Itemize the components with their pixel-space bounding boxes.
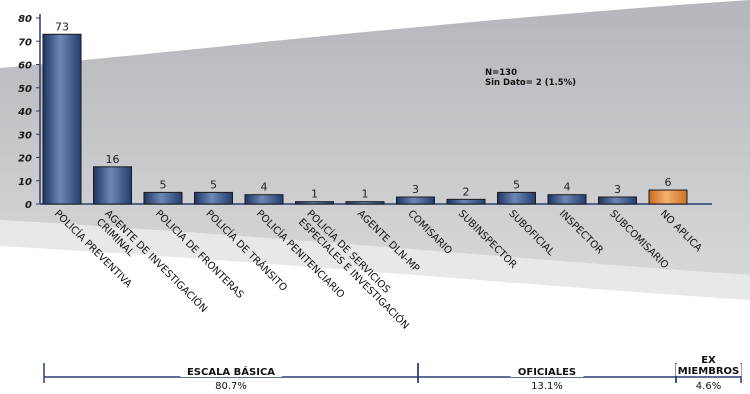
bar [93,166,132,205]
group-percent: 80.7% [215,381,247,392]
y-tick-label: 70 [18,37,32,48]
y-tick-label: 60 [18,61,32,72]
data-label: 73 [55,20,69,33]
bar [295,201,334,205]
bar [42,33,82,205]
bar [648,189,688,205]
data-label: 4 [564,181,571,194]
group-label-bg [675,364,742,376]
data-label: 16 [106,153,120,166]
bar [143,191,183,205]
bar [244,194,284,205]
y-tick-label: 20 [18,154,32,165]
group-percent: 4.6% [696,381,721,392]
group-percent: 13.1% [531,381,563,392]
bar [396,196,435,205]
bar [497,191,536,205]
bar [598,196,637,205]
data-label: 6 [665,176,672,189]
data-label: 5 [513,178,520,191]
y-tick-label: 50 [18,84,32,95]
y-tick-label: 30 [18,130,32,141]
group-name: OFICIALES [518,367,576,378]
bar [547,194,587,205]
group-brackets: ESCALA BÁSICA 80.7% OFICIALES 13.1% EXMIEMBR… [43,353,742,392]
data-label: 3 [412,183,419,196]
data-label: 1 [362,188,369,201]
group-label-bg [697,353,720,365]
group-name: MIEMBROS [678,366,739,377]
annotation: Sin Dato= 2 (1.5%) [485,78,576,88]
y-tick-label: 80 [18,14,32,25]
data-label: 5 [210,178,217,191]
data-label: 5 [160,178,167,191]
data-label: 1 [311,188,318,201]
data-label: 4 [261,181,268,194]
group-label-bg [180,365,282,377]
bar [345,201,385,205]
bar [446,198,486,205]
data-label: 2 [463,185,470,198]
annotation: N=130 [485,68,517,78]
y-tick-label: 40 [17,107,32,118]
y-tick-label: 10 [18,177,32,188]
y-tick-label: 0 [25,200,32,211]
bar [194,191,233,205]
bars [42,33,688,205]
data-label: 3 [614,183,621,196]
group-name: ESCALA BÁSICA [187,365,275,378]
group-name: EX [701,355,716,366]
group-label-bg [510,365,584,377]
